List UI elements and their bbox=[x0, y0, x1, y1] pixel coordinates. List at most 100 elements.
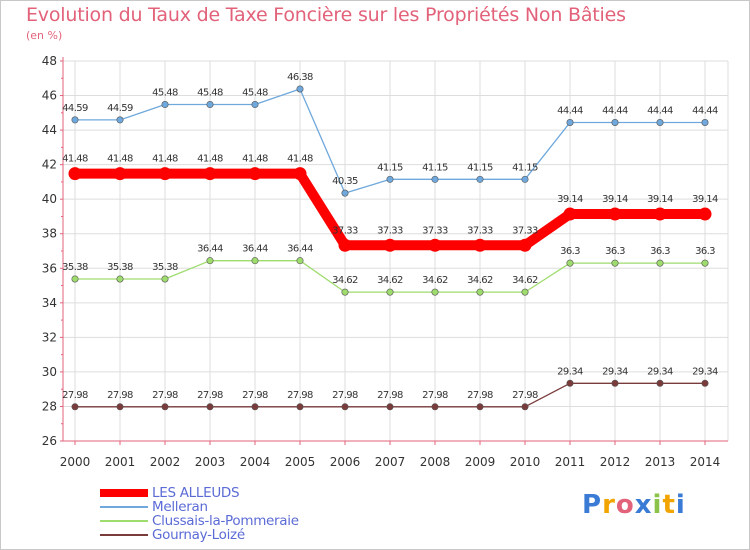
data-label: 36.3 bbox=[560, 246, 580, 257]
data-point bbox=[518, 238, 532, 252]
data-point bbox=[698, 207, 712, 221]
data-label: 45.48 bbox=[152, 88, 178, 99]
data-label: 44.59 bbox=[62, 103, 88, 114]
logo-letter: o bbox=[615, 490, 635, 520]
data-point bbox=[296, 85, 304, 93]
logo-letter: i bbox=[652, 490, 663, 520]
logo-letter: i bbox=[675, 490, 686, 520]
data-point bbox=[293, 167, 307, 181]
x-tick-label: 2007 bbox=[375, 455, 406, 469]
data-point bbox=[611, 259, 619, 267]
data-label: 40.35 bbox=[332, 176, 358, 187]
data-point bbox=[296, 403, 304, 411]
data-label: 29.34 bbox=[602, 366, 628, 377]
data-label: 27.98 bbox=[107, 390, 133, 401]
chart-title: Evolution du Taux de Taxe Foncière sur l… bbox=[26, 4, 626, 26]
data-label: 36.44 bbox=[287, 244, 313, 255]
x-tick-label: 2001 bbox=[105, 455, 136, 469]
data-label: 34.62 bbox=[422, 275, 448, 286]
data-point bbox=[611, 379, 619, 387]
data-point bbox=[521, 288, 529, 296]
data-point bbox=[701, 379, 709, 387]
legend-swatch bbox=[100, 506, 148, 508]
data-label: 29.34 bbox=[557, 366, 583, 377]
data-label: 29.34 bbox=[647, 366, 673, 377]
data-label: 37.33 bbox=[467, 225, 493, 236]
y-tick-label: 26 bbox=[42, 434, 57, 448]
data-label: 41.15 bbox=[467, 162, 493, 173]
y-tick-label: 36 bbox=[42, 261, 57, 275]
data-point bbox=[248, 167, 262, 181]
data-point bbox=[476, 403, 484, 411]
data-label: 27.98 bbox=[242, 390, 268, 401]
legend-swatch bbox=[100, 489, 148, 497]
y-tick-label: 34 bbox=[42, 296, 57, 310]
data-point bbox=[431, 175, 439, 183]
data-label: 29.34 bbox=[692, 366, 718, 377]
x-tick-label: 2013 bbox=[645, 455, 676, 469]
legend-label: Gournay-Loizé bbox=[152, 527, 245, 543]
data-label: 37.33 bbox=[512, 225, 538, 236]
data-point bbox=[203, 167, 217, 181]
data-label: 41.15 bbox=[377, 162, 403, 173]
data-label: 39.14 bbox=[647, 194, 673, 205]
data-point bbox=[521, 403, 529, 411]
y-axis-unit: (en %) bbox=[26, 29, 63, 42]
data-point bbox=[476, 288, 484, 296]
data-point bbox=[341, 288, 349, 296]
data-label: 44.44 bbox=[647, 105, 673, 116]
x-tick-label: 2000 bbox=[60, 455, 91, 469]
data-point bbox=[161, 101, 169, 109]
y-tick-label: 38 bbox=[42, 227, 57, 241]
data-point bbox=[116, 403, 124, 411]
data-label: 37.33 bbox=[377, 225, 403, 236]
data-label: 35.38 bbox=[62, 262, 88, 273]
data-point bbox=[341, 403, 349, 411]
y-tick-label: 32 bbox=[42, 330, 57, 344]
x-tick-label: 2012 bbox=[600, 455, 631, 469]
y-tick-label: 46 bbox=[42, 89, 57, 103]
x-tick-label: 2011 bbox=[555, 455, 586, 469]
x-tick-label: 2005 bbox=[285, 455, 316, 469]
logo-letter: P bbox=[582, 490, 603, 520]
legend: LES ALLEUDS Melleran Clussais-la-Pommera… bbox=[100, 485, 299, 543]
data-label: 27.98 bbox=[512, 390, 538, 401]
data-label: 44.44 bbox=[692, 105, 718, 116]
data-point bbox=[68, 167, 82, 181]
data-point bbox=[251, 257, 259, 265]
data-label: 41.48 bbox=[62, 154, 88, 165]
data-point bbox=[701, 118, 709, 126]
x-tick-label: 2009 bbox=[465, 455, 496, 469]
data-point bbox=[116, 116, 124, 124]
y-tick-label: 30 bbox=[42, 365, 57, 379]
data-label: 34.62 bbox=[467, 275, 493, 286]
data-label: 34.62 bbox=[512, 275, 538, 286]
legend-label: Melleran bbox=[152, 499, 208, 515]
data-point bbox=[473, 238, 487, 252]
y-tick-label: 28 bbox=[42, 399, 57, 413]
data-point bbox=[566, 259, 574, 267]
data-label: 34.62 bbox=[332, 275, 358, 286]
data-label: 41.48 bbox=[107, 154, 133, 165]
data-label: 41.48 bbox=[242, 154, 268, 165]
data-point bbox=[386, 288, 394, 296]
y-tick-label: 40 bbox=[42, 192, 57, 206]
data-point bbox=[566, 118, 574, 126]
x-tick-label: 2006 bbox=[330, 455, 361, 469]
data-point bbox=[386, 175, 394, 183]
data-label: 27.98 bbox=[377, 390, 403, 401]
legend-item-clussais: Clussais-la-Pommeraie bbox=[100, 513, 299, 529]
data-point bbox=[71, 403, 79, 411]
data-point bbox=[611, 118, 619, 126]
logo-letter: r bbox=[602, 490, 616, 520]
legend-swatch bbox=[100, 534, 148, 536]
data-label: 41.15 bbox=[422, 162, 448, 173]
data-label: 27.98 bbox=[62, 390, 88, 401]
data-label: 27.98 bbox=[197, 390, 223, 401]
data-point bbox=[431, 403, 439, 411]
proxiti-logo: Proxiti bbox=[582, 490, 686, 520]
data-point bbox=[206, 403, 214, 411]
legend-swatch bbox=[100, 520, 148, 522]
legend-item-gournay: Gournay-Loizé bbox=[100, 527, 299, 543]
